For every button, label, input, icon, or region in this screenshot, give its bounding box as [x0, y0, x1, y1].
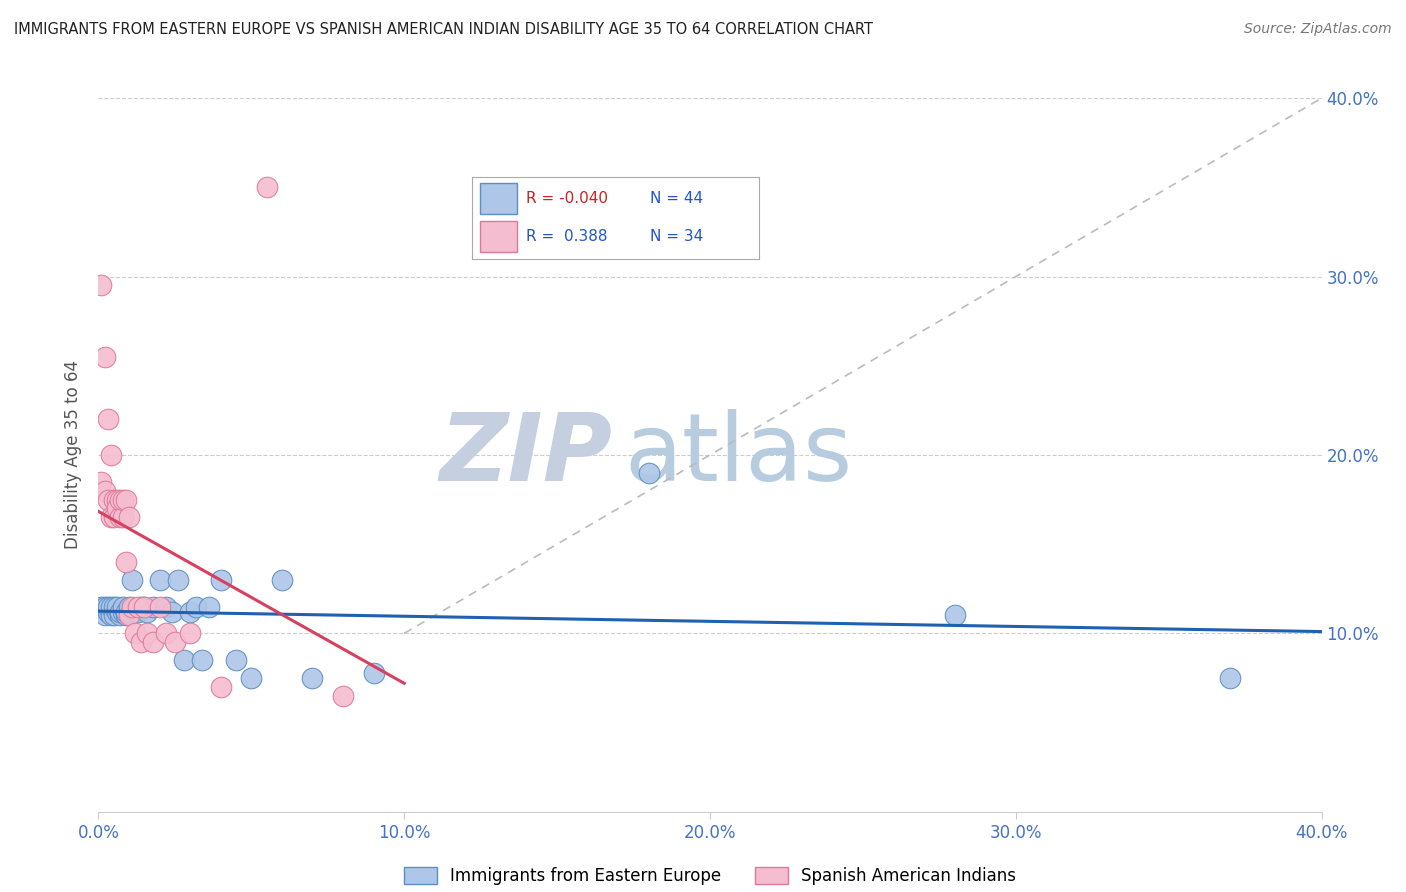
Point: [1219, 671, 1241, 685]
Point: [240, 671, 263, 685]
Point: [111, 599, 134, 614]
Point: [115, 492, 138, 507]
Legend: Immigrants from Eastern Europe, Spanish American Indians: Immigrants from Eastern Europe, Spanish …: [404, 867, 1017, 886]
Point: [149, 573, 172, 587]
Point: [142, 599, 165, 614]
Point: [209, 680, 232, 694]
Point: [111, 492, 134, 507]
Point: [160, 605, 183, 619]
Point: [115, 555, 138, 569]
Point: [134, 599, 156, 614]
Point: [155, 626, 177, 640]
Point: [115, 605, 138, 619]
Point: [97, 412, 120, 426]
Point: [332, 689, 354, 703]
Point: [127, 599, 149, 614]
Y-axis label: Disability Age 35 to 64: Disability Age 35 to 64: [65, 360, 83, 549]
Point: [97, 492, 120, 507]
Point: [124, 605, 146, 619]
Point: [111, 510, 134, 524]
Point: [108, 605, 131, 619]
Point: [943, 608, 966, 623]
Point: [256, 180, 278, 194]
Point: [167, 573, 190, 587]
Point: [197, 599, 219, 614]
Text: atlas: atlas: [624, 409, 852, 501]
Point: [111, 605, 134, 619]
Point: [129, 599, 152, 614]
Point: [105, 492, 128, 507]
Point: [93, 599, 115, 614]
Point: [363, 665, 385, 680]
Text: IMMIGRANTS FROM EASTERN EUROPE VS SPANISH AMERICAN INDIAN DISABILITY AGE 35 TO 6: IMMIGRANTS FROM EASTERN EUROPE VS SPANIS…: [14, 22, 873, 37]
Point: [129, 635, 152, 649]
Point: [100, 599, 122, 614]
Point: [100, 608, 122, 623]
Point: [270, 573, 292, 587]
Point: [103, 510, 125, 524]
Point: [155, 599, 177, 614]
Point: [90, 475, 112, 489]
Point: [209, 573, 232, 587]
Point: [225, 653, 247, 667]
Text: Source: ZipAtlas.com: Source: ZipAtlas.com: [1244, 22, 1392, 37]
Point: [108, 510, 131, 524]
Point: [173, 653, 195, 667]
Point: [103, 492, 125, 507]
Point: [108, 608, 131, 623]
Point: [118, 510, 141, 524]
Point: [191, 653, 214, 667]
Text: ZIP: ZIP: [439, 409, 612, 501]
Point: [179, 626, 201, 640]
Point: [301, 671, 323, 685]
Point: [134, 599, 156, 614]
Point: [142, 635, 165, 649]
Point: [100, 448, 122, 462]
Point: [90, 599, 112, 614]
Point: [93, 483, 115, 498]
Point: [118, 608, 141, 623]
Point: [121, 573, 143, 587]
Point: [186, 599, 208, 614]
Point: [163, 635, 186, 649]
Point: [93, 350, 115, 364]
Point: [105, 605, 128, 619]
Point: [136, 626, 159, 640]
Point: [97, 599, 120, 614]
Point: [118, 605, 141, 619]
Point: [136, 605, 159, 619]
Point: [97, 605, 120, 619]
Point: [90, 278, 112, 293]
Point: [105, 599, 128, 614]
Point: [127, 605, 149, 619]
Point: [108, 492, 131, 507]
Point: [115, 608, 138, 623]
Point: [103, 608, 125, 623]
Point: [93, 608, 115, 623]
Point: [121, 599, 143, 614]
Point: [105, 501, 128, 516]
Point: [179, 605, 201, 619]
Point: [100, 510, 122, 524]
Point: [149, 599, 172, 614]
Point: [103, 599, 125, 614]
Point: [124, 626, 146, 640]
Point: [637, 466, 661, 480]
Point: [118, 599, 141, 614]
